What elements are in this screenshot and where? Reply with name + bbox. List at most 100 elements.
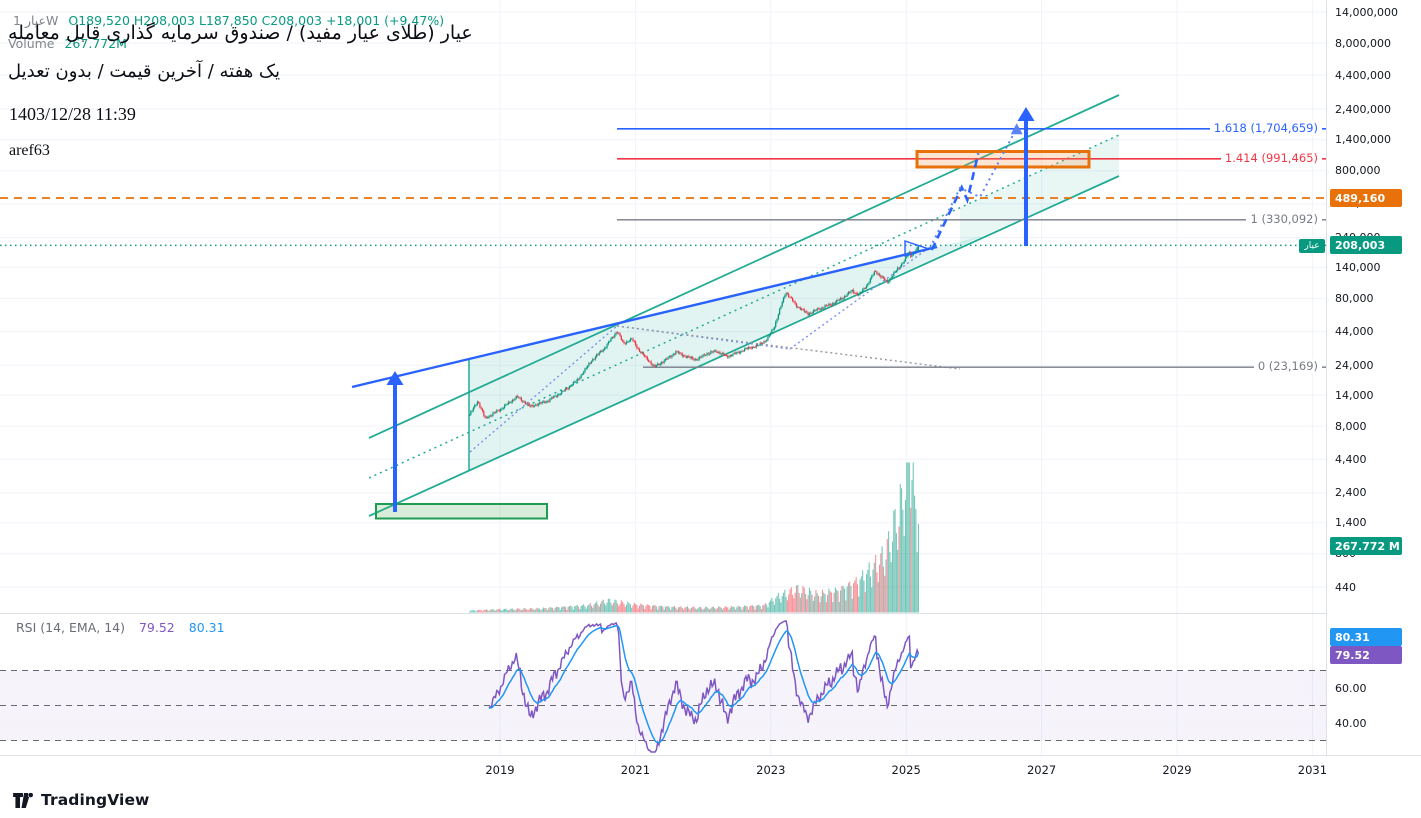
volume-bar bbox=[540, 610, 542, 613]
volume-bar bbox=[737, 605, 739, 613]
volume-bar bbox=[568, 606, 570, 613]
candle-body bbox=[906, 256, 908, 258]
volume-bar bbox=[764, 603, 766, 613]
volume-bar bbox=[509, 609, 511, 613]
volume-bar bbox=[671, 607, 673, 613]
volume-bar bbox=[648, 605, 650, 613]
volume-bar bbox=[729, 607, 731, 613]
candle-body bbox=[576, 378, 578, 382]
volume-legend[interactable]: Volume 267.772M bbox=[8, 36, 127, 51]
price-tick: 8,000,000 bbox=[1335, 36, 1391, 50]
candle-body bbox=[493, 412, 495, 414]
candle-body bbox=[541, 401, 543, 404]
candle-body bbox=[585, 367, 587, 369]
volume-bar bbox=[721, 609, 724, 613]
volume-bar bbox=[526, 609, 528, 613]
volume-bar bbox=[549, 607, 551, 613]
candle-body bbox=[523, 401, 525, 403]
candle-body bbox=[537, 403, 539, 406]
time-tick: 2027 bbox=[1026, 763, 1057, 777]
candle-body bbox=[564, 388, 567, 391]
candle-body bbox=[592, 359, 594, 362]
volume-bar bbox=[907, 462, 909, 613]
tradingview-brand[interactable]: TradingView bbox=[13, 791, 149, 809]
candle-body bbox=[664, 358, 667, 361]
candle-body bbox=[698, 356, 700, 360]
volume-bar bbox=[898, 526, 900, 613]
pennant bbox=[904, 240, 932, 257]
candle-body bbox=[654, 364, 656, 367]
candle-body bbox=[605, 347, 607, 349]
volume-bar bbox=[607, 598, 609, 613]
rsi-indicator-legend[interactable]: RSI (14, EMA, 14) 79.52 80.31 bbox=[16, 620, 225, 635]
candle-body bbox=[898, 267, 900, 269]
volume-bar bbox=[716, 608, 718, 613]
projection-dashed bbox=[930, 153, 980, 251]
candle-body bbox=[781, 302, 783, 307]
volume-bar bbox=[810, 590, 812, 613]
candle-body bbox=[606, 344, 608, 348]
volume-bar bbox=[911, 480, 913, 613]
candle-body bbox=[627, 341, 629, 343]
price-tick: 4,400,000 bbox=[1335, 68, 1391, 82]
volume-bar bbox=[793, 598, 795, 613]
fib-label-1618[interactable]: 1.618 (1,704,659) bbox=[1209, 120, 1322, 135]
candle-body bbox=[647, 359, 650, 362]
candle-body bbox=[740, 351, 742, 354]
volume-bar bbox=[916, 552, 918, 613]
volume-bar bbox=[546, 610, 548, 613]
chart-canvas[interactable] bbox=[0, 0, 1326, 755]
volume-bar bbox=[690, 607, 692, 613]
price-tick: 14,000 bbox=[1335, 388, 1374, 402]
price-tick: 800,000 bbox=[1335, 164, 1381, 178]
candle-body bbox=[490, 415, 493, 417]
candle-body bbox=[653, 364, 655, 366]
volume-bar bbox=[564, 607, 567, 613]
candle-body bbox=[693, 358, 695, 361]
candle-body bbox=[561, 391, 563, 395]
candle-body bbox=[646, 356, 648, 360]
price-axis[interactable]: 4408001,4002,4004,4008,00014,00024,00044… bbox=[1326, 0, 1421, 755]
time-axis[interactable]: 2019 2021 2023 2025 2027 2029 2031 bbox=[0, 755, 1421, 786]
fib-label-1414[interactable]: 1.414 (991,465) bbox=[1220, 150, 1322, 165]
volume-bar bbox=[801, 593, 803, 613]
pane-separator[interactable] bbox=[0, 613, 1326, 614]
volume-bar bbox=[885, 559, 887, 613]
candle-body bbox=[623, 341, 625, 343]
volume-bar bbox=[742, 606, 744, 613]
candle-body bbox=[742, 350, 744, 352]
candle-body bbox=[598, 352, 600, 355]
candle-body bbox=[768, 335, 770, 337]
volume-bar bbox=[574, 606, 576, 613]
volume-bar bbox=[684, 607, 686, 613]
volume-bar bbox=[863, 580, 865, 613]
volume-bar bbox=[536, 607, 538, 613]
candle-body bbox=[753, 346, 755, 348]
fib-label-1[interactable]: 1 (330,092) bbox=[1246, 211, 1322, 226]
volume-bar bbox=[559, 610, 561, 613]
volume-bar bbox=[738, 606, 740, 613]
volume-bar bbox=[789, 589, 791, 613]
volume-bar bbox=[754, 609, 756, 613]
candle-body bbox=[751, 346, 754, 349]
volume-bar bbox=[864, 592, 866, 613]
volume-bar bbox=[487, 610, 489, 613]
tradingview-logo-icon bbox=[13, 792, 34, 808]
volume-bar bbox=[821, 589, 823, 613]
symbol-legend[interactable]: عیار 1W O189,520 H208,003 L187,850 C208,… bbox=[8, 13, 444, 28]
candle-body bbox=[821, 307, 824, 309]
volume-bar bbox=[516, 608, 519, 613]
volume-bar bbox=[792, 594, 794, 613]
fib-leg-cd bbox=[789, 246, 931, 350]
candle-body bbox=[785, 293, 787, 296]
candle-body bbox=[824, 305, 826, 308]
candle-body bbox=[858, 294, 860, 296]
volume-bar bbox=[576, 604, 578, 613]
candle-body bbox=[672, 354, 674, 356]
candle-body bbox=[597, 354, 599, 356]
candle-body bbox=[571, 385, 573, 387]
fib-label-0[interactable]: 0 (23,169) bbox=[1253, 359, 1322, 374]
volume-bar bbox=[575, 605, 577, 613]
candle-body bbox=[645, 356, 647, 358]
candle-body bbox=[734, 352, 737, 354]
